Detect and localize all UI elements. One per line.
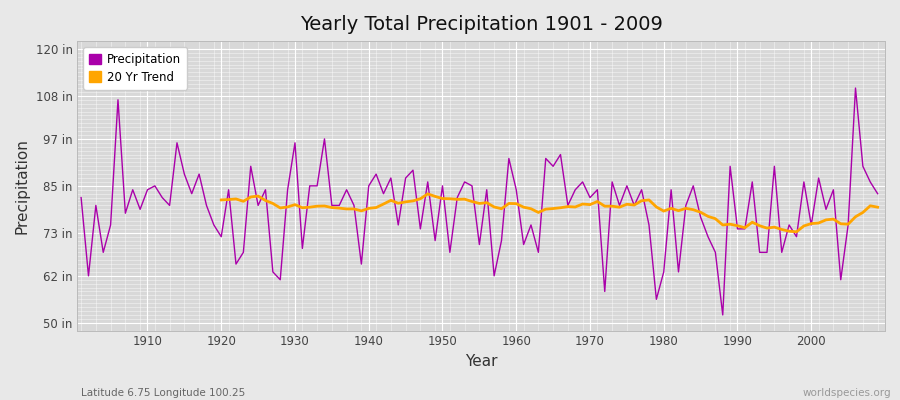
Text: worldspecies.org: worldspecies.org	[803, 388, 891, 398]
Y-axis label: Precipitation: Precipitation	[15, 138, 30, 234]
Text: Latitude 6.75 Longitude 100.25: Latitude 6.75 Longitude 100.25	[81, 388, 245, 398]
Title: Yearly Total Precipitation 1901 - 2009: Yearly Total Precipitation 1901 - 2009	[300, 15, 662, 34]
X-axis label: Year: Year	[465, 354, 498, 369]
Legend: Precipitation, 20 Yr Trend: Precipitation, 20 Yr Trend	[84, 47, 187, 90]
